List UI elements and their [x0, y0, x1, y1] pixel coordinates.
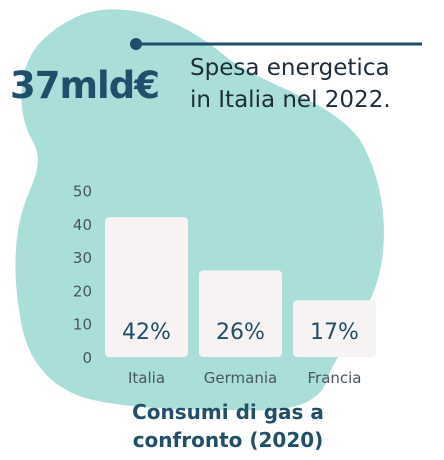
bar-germania — [199, 270, 282, 357]
bar-italia — [105, 217, 188, 357]
data-labels-group: 42% 26% 17% — [122, 320, 359, 345]
y-tick-label: 10 — [73, 316, 92, 334]
description-line-1: Spesa energetica — [190, 55, 390, 81]
y-tick-label: 0 — [82, 349, 92, 367]
x-axis: Italia Germania Francia — [128, 369, 362, 387]
data-label: 17% — [310, 320, 359, 345]
data-label: 42% — [122, 320, 171, 345]
description-line-2: in Italia nel 2022. — [190, 87, 391, 113]
headline-description: Spesa energetica in Italia nel 2022. — [190, 52, 391, 116]
bar-francia — [293, 300, 376, 357]
y-tick-label: 30 — [73, 249, 92, 267]
data-label: 26% — [216, 320, 265, 345]
chart-caption-line-2: confronto (2020) — [132, 428, 324, 452]
x-tick-label: Francia — [307, 369, 361, 387]
y-axis: 0 10 20 30 40 50 — [73, 183, 92, 368]
y-tick-label: 20 — [73, 282, 92, 300]
y-tick-label: 50 — [73, 183, 92, 201]
x-tick-label: Germania — [204, 369, 277, 387]
y-tick-label: 40 — [73, 216, 92, 234]
callout-dot — [130, 38, 142, 50]
x-tick-label: Italia — [128, 369, 165, 387]
chart-caption-line-1: Consumi di gas a — [132, 400, 324, 424]
bars-group — [105, 217, 376, 357]
headline-value: 37mld€ — [10, 64, 160, 107]
